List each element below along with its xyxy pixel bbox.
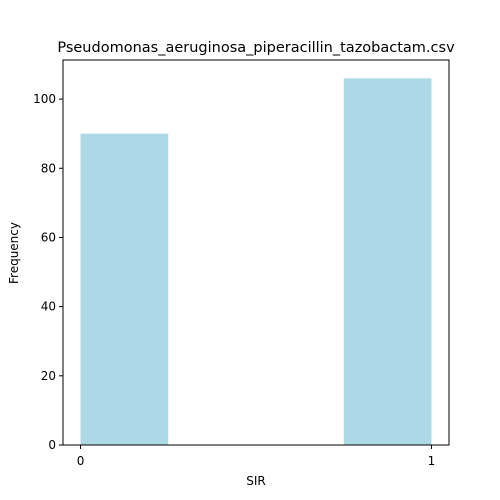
y-tick-label-4: 80 xyxy=(41,161,56,175)
bar-1 xyxy=(343,78,432,445)
y-tick-label-0: 0 xyxy=(48,438,56,452)
chart-title: Pseudomonas_aeruginosa_piperacillin_tazo… xyxy=(57,40,455,56)
axes-group xyxy=(62,59,450,446)
y-tick-label-5: 100 xyxy=(33,92,56,106)
y-axis-label: Frequency xyxy=(7,222,21,284)
y-tick-label-1: 20 xyxy=(41,369,56,383)
x-tick-label-0: 0 xyxy=(77,454,85,468)
x-axis-label: SIR xyxy=(246,474,266,488)
bar-0 xyxy=(80,133,169,445)
x-tick-label-1: 1 xyxy=(428,454,436,468)
y-ticks-group: 0 20 40 60 80 100 xyxy=(33,92,63,452)
plot-frame xyxy=(62,59,450,446)
y-tick-label-2: 40 xyxy=(41,300,56,314)
y-tick-label-3: 60 xyxy=(41,230,56,244)
bars-group xyxy=(80,78,432,445)
